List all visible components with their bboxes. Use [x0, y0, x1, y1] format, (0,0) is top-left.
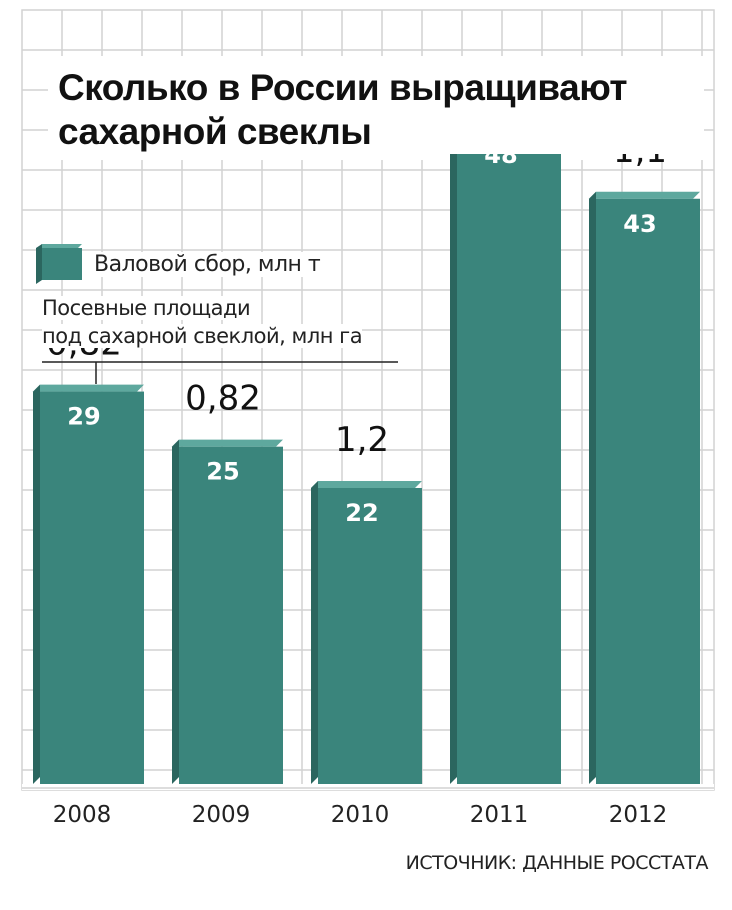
x-tick-label: 2010 — [331, 802, 390, 828]
bar-side — [311, 480, 318, 784]
legend-swatch — [36, 244, 82, 284]
bar-side — [589, 191, 596, 785]
bar-top — [311, 480, 422, 488]
bar-value-label: 43 — [623, 210, 656, 238]
bar-side — [172, 439, 179, 784]
bar-value-label: 22 — [345, 499, 378, 527]
bar-value-label: 25 — [206, 458, 239, 486]
x-tick-label: 2011 — [470, 802, 529, 828]
bar — [40, 391, 144, 784]
x-tick-label: 2008 — [53, 802, 112, 828]
bar-top — [589, 191, 700, 199]
legend-harvest-label: Валовой сбор, млн т — [94, 252, 321, 277]
bar — [457, 129, 561, 784]
area-value-label: 0,82 — [185, 379, 261, 419]
bar-value-label: 29 — [67, 403, 100, 431]
bar-side — [33, 384, 40, 784]
source-note: ИСТОЧНИК: ДАННЫЕ РОССТАТА — [405, 852, 709, 874]
bar — [596, 198, 700, 785]
bar — [179, 446, 283, 784]
bar — [318, 487, 422, 784]
x-axis: 2008 2009 2010 2011 2012 — [22, 784, 714, 828]
chart-title: Сколько в России выращивают сахарной све… — [58, 66, 698, 154]
legend-area-label-line1: Посевные площади — [42, 296, 251, 320]
x-tick-label: 2009 — [192, 802, 251, 828]
bars — [33, 122, 700, 785]
bar-top — [172, 439, 283, 447]
axis-band — [22, 784, 714, 790]
area-value-label: 1,2 — [335, 420, 389, 460]
bar-top — [33, 384, 144, 392]
x-tick-label: 2012 — [609, 802, 668, 828]
bar-side — [450, 122, 457, 784]
legend-area-label-line2: под сахарной свеклой, млн га — [42, 324, 363, 348]
